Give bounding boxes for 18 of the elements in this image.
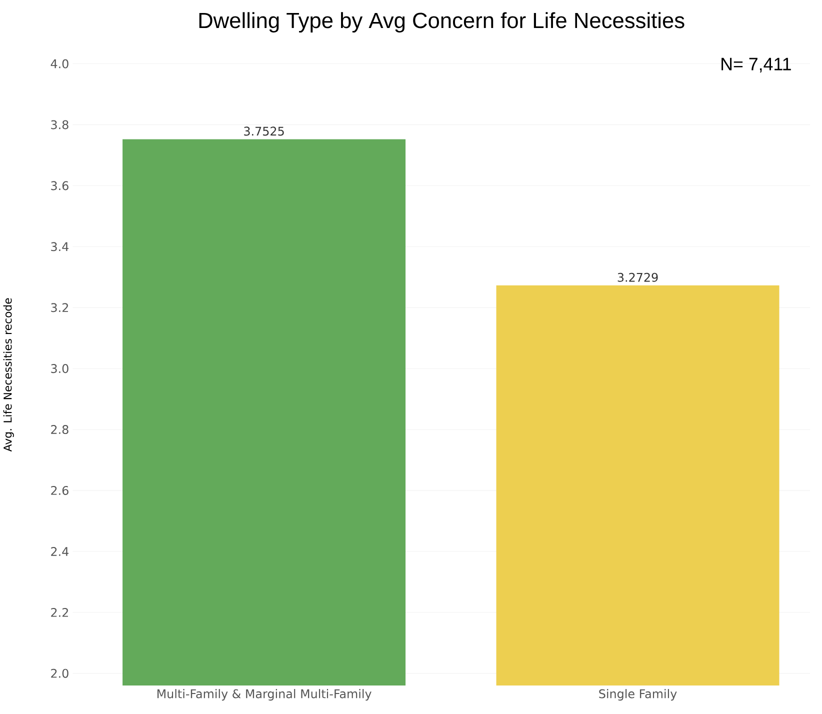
x-tick-label: Single Family xyxy=(599,688,677,700)
y-axis-title: Avg. Life Necessities recode xyxy=(3,298,14,452)
data-label: 3.7525 xyxy=(244,126,284,136)
y-tick-label: 2.2 xyxy=(51,608,68,617)
y-tick-label: 2.8 xyxy=(51,424,68,434)
y-tick-label: 2.4 xyxy=(51,546,69,556)
y-tick-label: 2.0 xyxy=(51,668,68,678)
data-label: 3.2729 xyxy=(618,272,658,282)
y-tick-label: 4.0 xyxy=(50,59,68,68)
chart-title: Dwelling Type by Avg Concern for Life Necessities xyxy=(199,12,684,32)
x-tick-label: Multi-Family & Marginal Multi-Family xyxy=(157,688,372,700)
y-tick-label: 2.6 xyxy=(51,486,68,495)
y-tick-label: 3.0 xyxy=(51,364,68,373)
y-tick-label: 3.4 xyxy=(51,242,69,251)
y-tick-label: 3.8 xyxy=(51,120,68,130)
y-tick-label: 3.6 xyxy=(51,180,68,190)
annotation: N= 7,411 xyxy=(722,58,791,72)
y-tick-label: 3.2 xyxy=(51,302,68,312)
